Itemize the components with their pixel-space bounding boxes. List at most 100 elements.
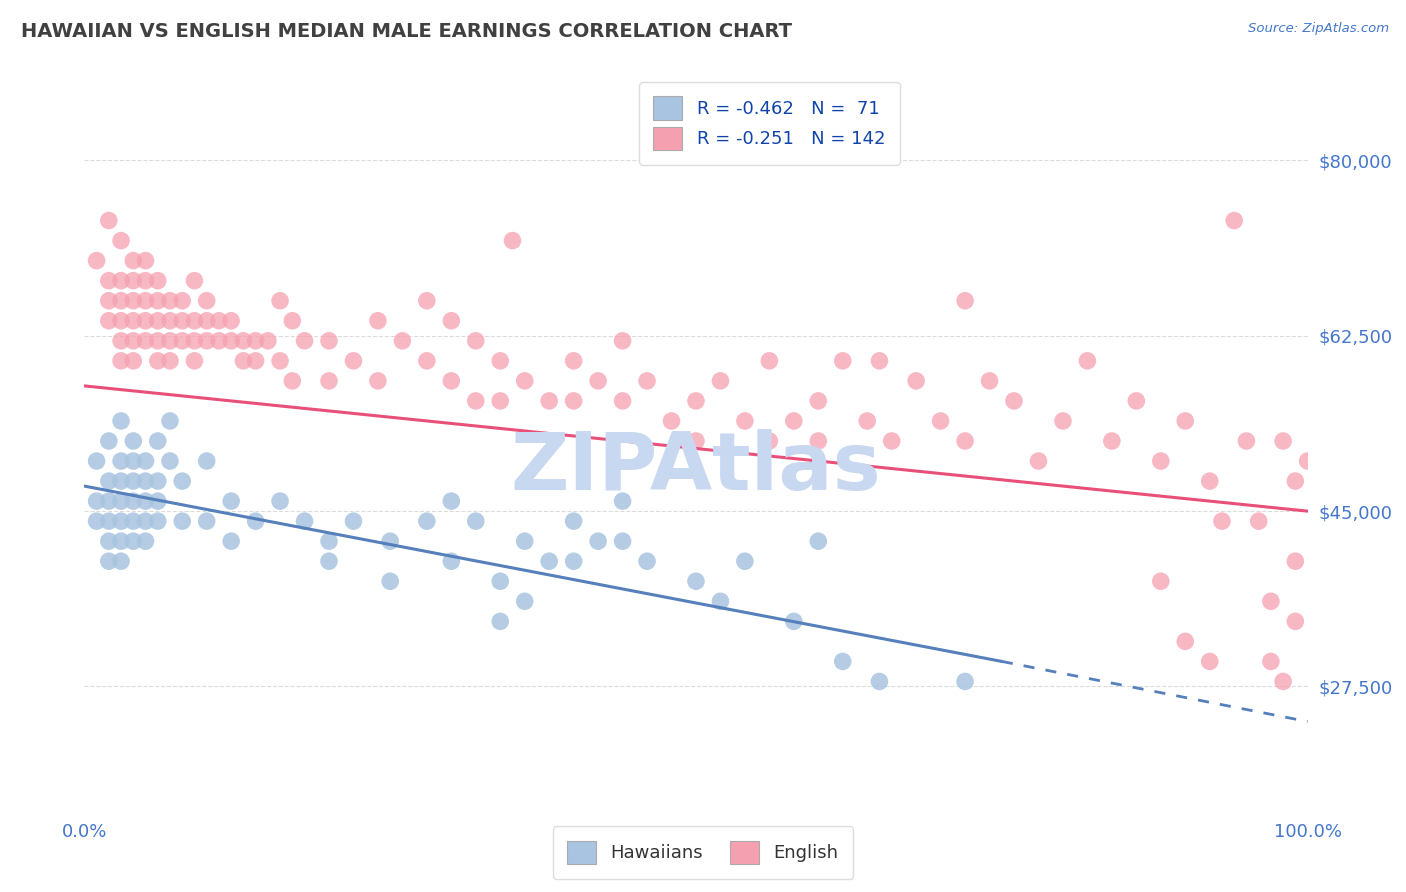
Point [953,434,976,448]
Point [1052,414,1074,428]
Point [146,293,169,308]
Point [380,574,402,589]
Point [612,334,634,348]
Point [159,354,181,368]
Point [831,655,853,669]
Point [1211,514,1233,528]
Point [146,334,169,348]
Point [97,534,120,549]
Point [97,474,120,488]
Point [219,534,242,549]
Point [219,314,242,328]
Point [807,393,830,408]
Point [464,514,486,528]
Point [1198,655,1220,669]
Point [1296,454,1319,468]
Point [135,454,157,468]
Point [562,354,585,368]
Point [416,354,439,368]
Point [1174,634,1197,648]
Point [269,354,291,368]
Point [953,293,976,308]
Point [281,314,304,328]
Point [513,594,536,608]
Point [783,615,806,629]
Point [122,474,145,488]
Point [219,494,242,508]
Point [1284,615,1306,629]
Point [172,334,194,348]
Point [219,334,242,348]
Point [586,534,609,549]
Point [110,514,132,528]
Point [562,514,585,528]
Point [1223,213,1246,227]
Point [685,434,707,448]
Point [135,274,157,288]
Point [110,554,132,568]
Point [783,414,806,428]
Point [172,514,194,528]
Point [110,314,132,328]
Point [416,293,439,308]
Point [440,314,463,328]
Point [440,554,463,568]
Point [685,574,707,589]
Text: Source: ZipAtlas.com: Source: ZipAtlas.com [1249,22,1389,36]
Point [636,374,658,388]
Point [146,494,169,508]
Point [97,314,120,328]
Point [1125,393,1147,408]
Point [245,354,267,368]
Point [122,534,145,549]
Point [869,674,891,689]
Point [146,354,169,368]
Point [110,454,132,468]
Point [513,534,536,549]
Point [612,494,634,508]
Point [183,314,205,328]
Point [1284,554,1306,568]
Point [856,414,879,428]
Point [122,293,145,308]
Point [380,534,402,549]
Point [685,393,707,408]
Point [122,514,145,528]
Point [172,293,194,308]
Point [612,534,634,549]
Point [86,454,108,468]
Point [245,334,267,348]
Point [146,474,169,488]
Point [122,334,145,348]
Point [122,454,145,468]
Point [122,274,145,288]
Point [929,414,952,428]
Point [464,393,486,408]
Point [391,334,413,348]
Point [110,234,132,248]
Point [257,334,280,348]
Legend: Hawaiians, English: Hawaiians, English [553,826,853,879]
Point [135,293,157,308]
Point [122,494,145,508]
Point [110,293,132,308]
Legend: R = -0.462   N =  71, R = -0.251   N = 142: R = -0.462 N = 71, R = -0.251 N = 142 [638,82,900,164]
Point [159,314,181,328]
Point [110,414,132,428]
Point [208,334,231,348]
Point [1247,514,1270,528]
Point [440,374,463,388]
Point [953,674,976,689]
Point [807,434,830,448]
Point [1272,674,1295,689]
Point [294,514,316,528]
Point [195,293,218,308]
Point [734,414,756,428]
Point [318,374,340,388]
Point [538,393,561,408]
Point [1174,414,1197,428]
Point [159,334,181,348]
Point [489,574,512,589]
Point [905,374,928,388]
Point [831,354,853,368]
